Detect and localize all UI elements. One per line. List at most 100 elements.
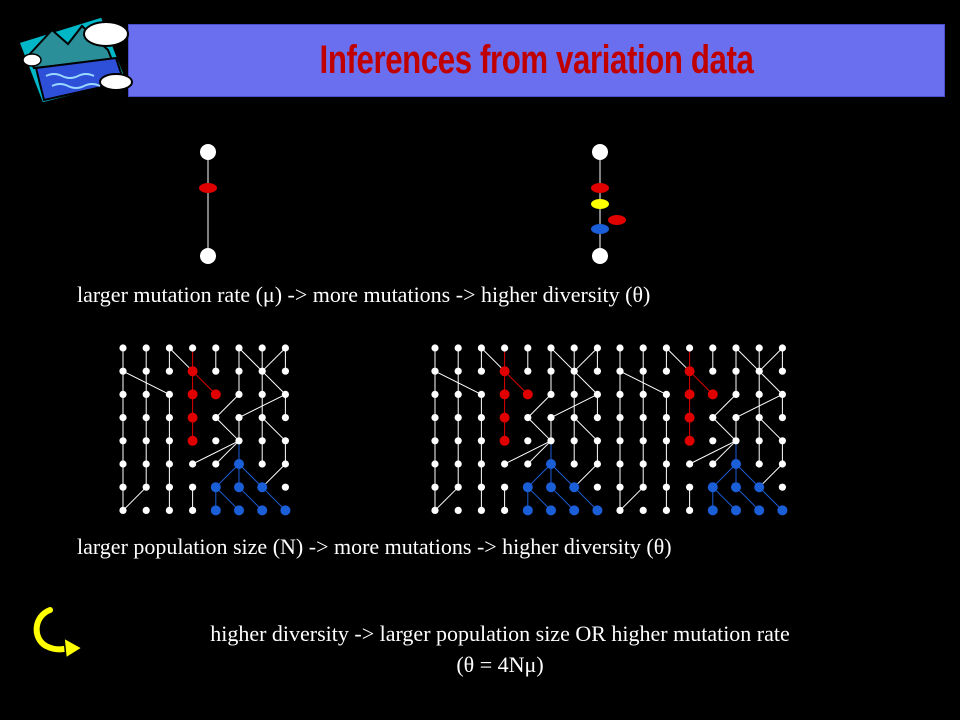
lineage-node (592, 144, 608, 160)
individual-node (686, 460, 694, 468)
ancestry-edge (261, 486, 286, 511)
red-lineage-node (684, 389, 695, 400)
curved-arrow-icon (31, 605, 84, 660)
ancestry-edge (689, 370, 714, 395)
individual-node (142, 483, 150, 491)
red-lineage-node (499, 389, 510, 400)
individual-node (431, 344, 439, 352)
blue-lineage-node (731, 505, 741, 516)
individual-node (662, 367, 671, 375)
red-lineage-node (499, 435, 510, 446)
individual-node (639, 344, 647, 352)
individual-node (258, 344, 266, 352)
individual-node (732, 367, 740, 375)
red-lineage-node (187, 366, 198, 377)
individual-node (235, 390, 243, 398)
ancestry-edge (573, 370, 598, 395)
red-lineage-node (210, 389, 221, 400)
mutation-marker (591, 183, 609, 193)
individual-node (616, 506, 624, 514)
ancestry-edge (215, 417, 240, 442)
individual-node (165, 437, 173, 445)
individual-node (165, 390, 173, 398)
individual-node (639, 437, 647, 445)
individual-node (570, 437, 578, 445)
individual-node (454, 414, 462, 422)
individual-node (616, 437, 624, 445)
blue-lineage-node (777, 505, 788, 516)
individual-node (662, 483, 671, 491)
ancestry-edge (527, 463, 552, 488)
individual-node (778, 414, 787, 422)
individual-node (119, 506, 127, 514)
individual-node (281, 460, 289, 468)
inference-line-2: (θ = 4Nμ) (456, 652, 544, 677)
red-lineage-node (499, 412, 510, 423)
blue-lineage-node (754, 482, 765, 493)
individual-node (524, 367, 532, 375)
individual-node (142, 367, 150, 375)
ancestry-edge (261, 370, 286, 395)
individual-node (119, 344, 127, 352)
individual-node (281, 414, 289, 422)
ancestry-edge (550, 347, 575, 372)
individual-node (639, 483, 647, 491)
population-grid (119, 344, 291, 516)
ancestry-edge (573, 486, 598, 511)
blue-lineage-node (280, 505, 291, 516)
individual-node (454, 390, 462, 398)
ancestry-edge (527, 417, 552, 442)
individual-node (593, 367, 602, 375)
individual-node (165, 367, 173, 375)
ancestry-edge (504, 370, 529, 395)
individual-node (165, 460, 173, 468)
ancestry-edge (712, 417, 737, 442)
individual-node (755, 460, 763, 468)
blue-lineage-node (210, 482, 221, 493)
ancestry-edge (550, 463, 575, 488)
individual-node (547, 367, 555, 375)
individual-node (755, 437, 763, 445)
inference-line-1: higher diversity -> larger population si… (210, 621, 790, 646)
red-lineage-node (684, 366, 695, 377)
individual-node (212, 367, 220, 375)
individual-node (454, 506, 462, 514)
individual-node (212, 344, 220, 352)
individual-node (593, 390, 602, 398)
individual-node (616, 460, 624, 468)
individual-node (778, 367, 787, 375)
individual-node (477, 367, 485, 375)
ancestry-edge (573, 463, 598, 488)
ancestry-edge (215, 463, 240, 488)
ancestry-edge (550, 393, 598, 419)
ancestry-edge (481, 347, 505, 372)
ancestry-edge (735, 463, 760, 488)
individual-node (258, 367, 266, 375)
individual-node (477, 390, 485, 398)
lineage-node (592, 248, 608, 264)
individual-node (686, 506, 694, 514)
individual-node (431, 437, 439, 445)
blue-lineage-node (257, 482, 268, 493)
ancestry-edge (573, 347, 598, 372)
individual-node (142, 437, 150, 445)
individual-node (662, 414, 671, 422)
individual-node (258, 390, 266, 398)
ancestry-edge (192, 440, 240, 465)
mutation-marker (199, 183, 217, 193)
population-grid (616, 344, 788, 516)
blue-lineage-node (522, 482, 533, 493)
individual-node (778, 390, 787, 398)
ancestry-edge (122, 486, 147, 511)
individual-node (662, 344, 671, 352)
individual-node (431, 460, 439, 468)
individual-node (454, 460, 462, 468)
individual-node (119, 460, 127, 468)
red-lineage-node (707, 389, 718, 400)
individual-node (662, 390, 671, 398)
ancestry-edge (712, 463, 737, 488)
individual-node (570, 460, 578, 468)
individual-node (119, 483, 127, 491)
red-lineage-node (684, 412, 695, 423)
page-title: Inferences from variation data (319, 38, 754, 82)
